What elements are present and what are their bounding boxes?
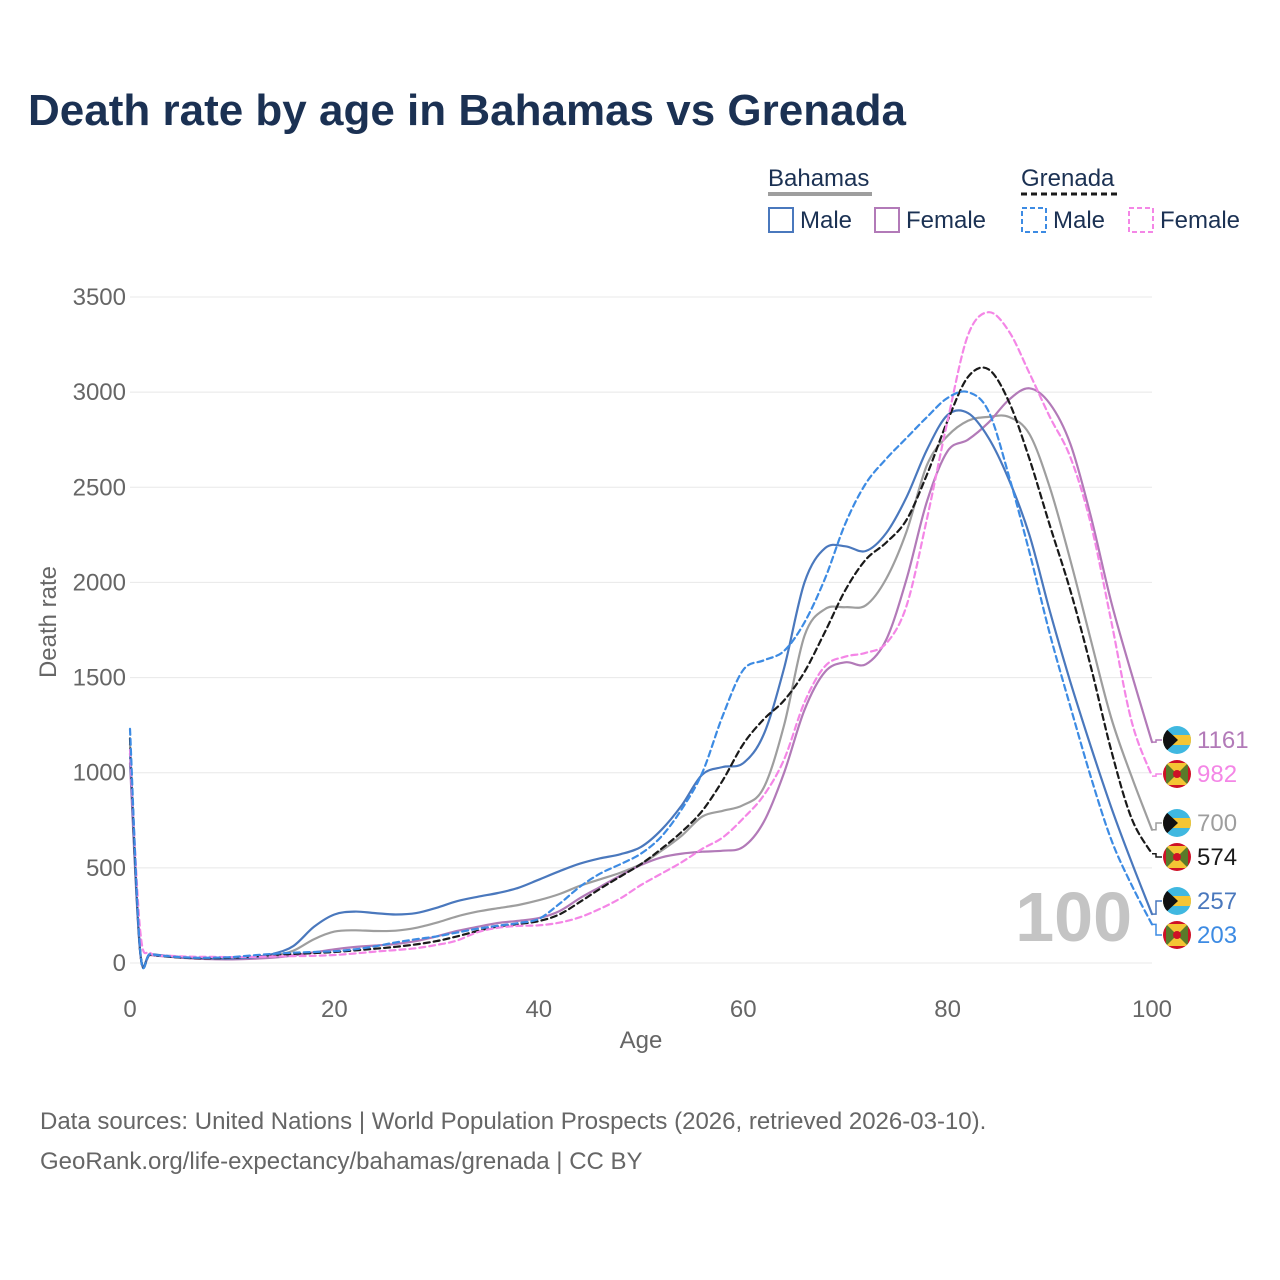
y-tick-label: 1500 — [73, 665, 126, 692]
grenada-flag-icon — [1163, 760, 1191, 788]
y-axis-ticks: 0 500 1000 1500 2000 2500 3000 3500 — [73, 284, 126, 977]
leader-bahamas-female — [1152, 739, 1162, 743]
series-line-grenada-female — [128, 311, 1154, 959]
legend-grenada-male-label: Male — [1053, 207, 1105, 234]
grenada-flag-icon — [1163, 843, 1191, 871]
y-tick-label: 3500 — [73, 284, 126, 311]
leader-grenada-female — [1152, 773, 1162, 777]
legend-group-grenada: Grenada — [1021, 165, 1115, 192]
legend-bahamas-female-label: Female — [906, 207, 986, 234]
leader-bahamas-male — [1152, 900, 1162, 915]
end-label-grenada-male: 203 — [1197, 922, 1237, 949]
end-label-grenada-total: 574 — [1197, 844, 1237, 871]
end-flags — [1163, 726, 1191, 949]
x-tick-label: 20 — [321, 996, 348, 1023]
legend-bahamas-male-label: Male — [800, 207, 852, 234]
leader-bahamas-total — [1152, 822, 1162, 831]
x-tick-label: 80 — [934, 996, 961, 1023]
footer-sources: Data sources: United Nations | World Pop… — [40, 1108, 987, 1135]
series-line-grenada-total — [128, 366, 1154, 969]
legend-bahamas-female-swatch — [874, 207, 900, 233]
end-label-bahamas-male: 257 — [1197, 888, 1237, 915]
footer-attribution: GeoRank.org/life-expectancy/bahamas/gren… — [40, 1148, 643, 1175]
end-label-leaders — [1152, 739, 1162, 936]
y-tick-label: 2500 — [73, 474, 126, 501]
bahamas-flag-icon — [1163, 887, 1191, 915]
gridlines — [130, 296, 1152, 964]
series-lines — [128, 311, 1154, 970]
legend-bahamas-male-swatch — [768, 207, 794, 233]
leader-grenada-male — [1152, 923, 1162, 936]
end-label-bahamas-female: 1161 — [1197, 727, 1249, 754]
leader-grenada-total — [1152, 853, 1162, 858]
y-tick-label: 3000 — [73, 379, 126, 406]
y-tick-label: 2000 — [73, 569, 126, 596]
x-tick-label: 100 — [1132, 996, 1172, 1023]
y-tick-label: 1000 — [73, 760, 126, 787]
x-tick-label: 60 — [730, 996, 757, 1023]
end-label-grenada-female: 982 — [1197, 761, 1237, 788]
end-label-bahamas-total: 700 — [1197, 810, 1237, 837]
legend-grenada-male-swatch — [1021, 207, 1047, 233]
grenada-flag-icon — [1163, 921, 1191, 949]
y-tick-label: 500 — [86, 855, 126, 882]
series-line-bahamas-male — [128, 409, 1154, 968]
x-tick-label: 0 — [123, 996, 136, 1023]
x-tick-label: 40 — [525, 996, 552, 1023]
page-title: Death rate by age in Bahamas vs Grenada — [28, 86, 906, 135]
legend-grenada-female-swatch — [1128, 207, 1154, 233]
y-axis-label: Death rate — [35, 566, 62, 678]
series-line-grenada-male — [128, 390, 1154, 970]
legend: Bahamas Grenada Male Female Male Female — [768, 165, 1240, 234]
x-axis-ticks: 0 20 40 60 80 100 — [123, 996, 1172, 1023]
bahamas-flag-icon — [1163, 809, 1191, 837]
bahamas-flag-icon — [1163, 726, 1191, 754]
y-tick-label: 0 — [113, 950, 126, 977]
legend-group-bahamas: Bahamas — [768, 165, 869, 192]
age-overlay-label: 100 — [1015, 878, 1132, 956]
legend-grenada-female-label: Female — [1160, 207, 1240, 234]
x-axis-label: Age — [620, 1027, 663, 1054]
